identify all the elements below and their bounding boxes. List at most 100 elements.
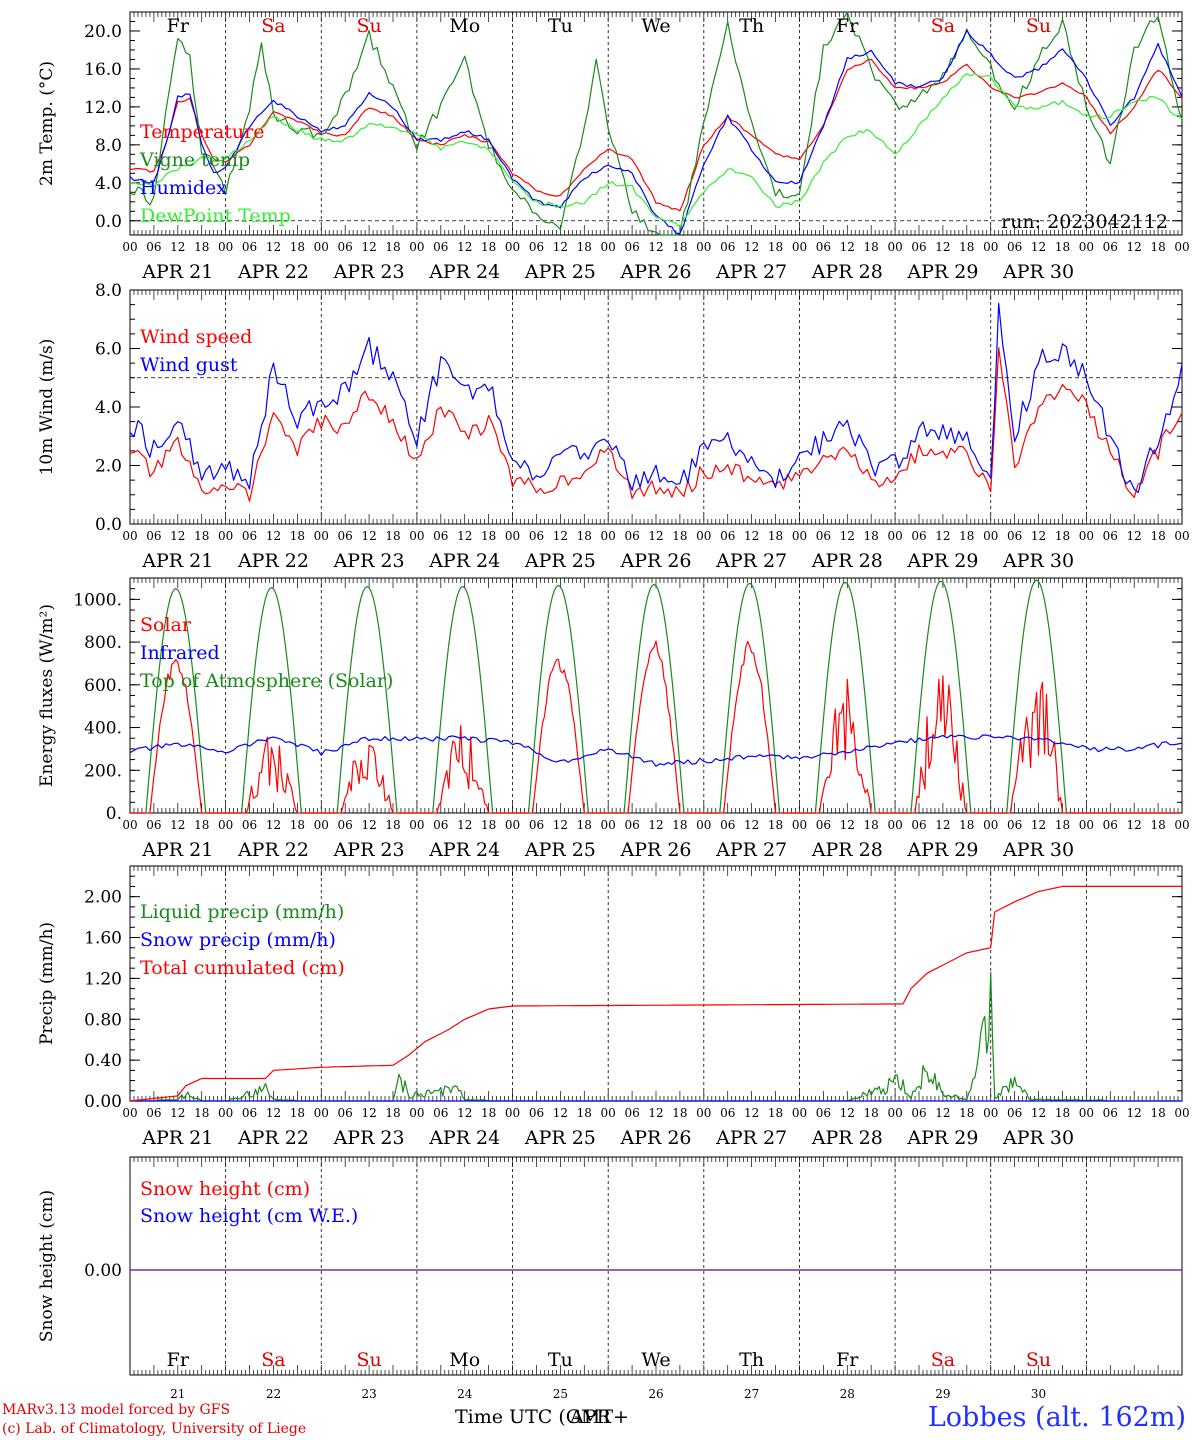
hour-tick-label: 00 bbox=[409, 529, 424, 543]
hour-tick-label: 18 bbox=[864, 240, 879, 254]
hour-tick-label: 12 bbox=[840, 240, 855, 254]
hour-tick-label: 00 bbox=[792, 818, 807, 832]
weekday-label: Fr bbox=[836, 1349, 859, 1371]
hour-tick-label: 06 bbox=[1007, 1106, 1022, 1120]
date-label: APR 28 bbox=[811, 550, 883, 572]
weekday-label: Su bbox=[356, 15, 381, 37]
hour-tick-label: 00 bbox=[314, 240, 329, 254]
hour-tick-label: 06 bbox=[816, 818, 831, 832]
hour-tick-label: 12 bbox=[744, 818, 759, 832]
hour-tick-label: 12 bbox=[744, 529, 759, 543]
hour-tick-label: 06 bbox=[529, 240, 544, 254]
hour-tick-label: 12 bbox=[361, 818, 376, 832]
day-number-label: 21 bbox=[170, 1387, 185, 1401]
weekday-label: Su bbox=[1026, 15, 1051, 37]
hour-tick-label: 00 bbox=[409, 240, 424, 254]
hour-tick-label: 00 bbox=[792, 240, 807, 254]
hour-tick-label: 12 bbox=[266, 818, 281, 832]
weekday-label: Su bbox=[1026, 1349, 1051, 1371]
weekday-label: Sa bbox=[261, 1349, 285, 1371]
hour-tick-label: 06 bbox=[529, 529, 544, 543]
hour-tick-label: 18 bbox=[385, 240, 400, 254]
date-label: APR 23 bbox=[333, 839, 405, 861]
series-wind-speed-line bbox=[129, 347, 1183, 502]
hour-tick-label: 12 bbox=[170, 240, 185, 254]
hour-tick-label: 12 bbox=[266, 240, 281, 254]
hour-tick-label: 12 bbox=[457, 240, 472, 254]
hour-tick-label: 06 bbox=[816, 1106, 831, 1120]
hour-tick-label: 12 bbox=[935, 240, 950, 254]
date-label: APR 26 bbox=[619, 1127, 691, 1149]
y-tick-label: 16.0 bbox=[84, 60, 122, 80]
hour-tick-label: 18 bbox=[672, 240, 687, 254]
day-number-label: 22 bbox=[266, 1387, 281, 1401]
hour-tick-label: 00 bbox=[887, 818, 902, 832]
y-tick-label: 200. bbox=[84, 761, 122, 781]
hour-tick-label: 12 bbox=[840, 1106, 855, 1120]
y-tick-label: 0. bbox=[106, 804, 122, 824]
hour-tick-label: 18 bbox=[1055, 529, 1070, 543]
date-label: APR 24 bbox=[428, 1127, 500, 1149]
legend-wind-gust: Wind gust bbox=[140, 354, 238, 376]
date-label: APR 25 bbox=[524, 1127, 596, 1149]
hour-tick-label: 06 bbox=[720, 1106, 735, 1120]
hour-tick-label: 00 bbox=[1174, 240, 1189, 254]
hour-tick-label: 00 bbox=[983, 1106, 998, 1120]
hour-tick-label: 06 bbox=[146, 240, 161, 254]
weekday-label: Sa bbox=[931, 1349, 955, 1371]
weekday-label: We bbox=[641, 15, 670, 37]
hour-tick-label: 00 bbox=[887, 1106, 902, 1120]
hour-tick-label: 00 bbox=[122, 1106, 137, 1120]
y-axis-label: Energy fluxes (W/m²) bbox=[37, 604, 57, 787]
y-tick-label: 20.0 bbox=[84, 22, 122, 42]
hour-tick-label: 00 bbox=[983, 818, 998, 832]
hour-tick-label: 12 bbox=[457, 818, 472, 832]
hour-tick-label: 00 bbox=[218, 818, 233, 832]
hour-tick-label: 12 bbox=[361, 1106, 376, 1120]
hour-tick-label: 06 bbox=[338, 240, 353, 254]
hour-tick-label: 18 bbox=[577, 818, 592, 832]
hour-tick-label: 00 bbox=[122, 240, 137, 254]
y-tick-label: 8.0 bbox=[95, 281, 122, 301]
hour-tick-label: 06 bbox=[529, 1106, 544, 1120]
hour-tick-label: 06 bbox=[911, 1106, 926, 1120]
day-number-label: 25 bbox=[553, 1387, 568, 1401]
weekday-label: Fr bbox=[167, 1349, 190, 1371]
y-tick-label: 4.0 bbox=[95, 174, 122, 194]
y-tick-label: 8.0 bbox=[95, 136, 122, 156]
hour-tick-label: 18 bbox=[1150, 240, 1165, 254]
hour-tick-label: 18 bbox=[672, 818, 687, 832]
hour-tick-label: 00 bbox=[696, 240, 711, 254]
date-label: APR 29 bbox=[906, 550, 978, 572]
hour-tick-label: 12 bbox=[170, 529, 185, 543]
hour-tick-label: 12 bbox=[553, 240, 568, 254]
hour-tick-label: 18 bbox=[194, 1106, 209, 1120]
hour-tick-label: 18 bbox=[481, 1106, 496, 1120]
hour-tick-label: 18 bbox=[481, 818, 496, 832]
hour-tick-label: 00 bbox=[122, 818, 137, 832]
hour-tick-label: 00 bbox=[218, 529, 233, 543]
date-label: APR 22 bbox=[237, 839, 309, 861]
series-solar-line bbox=[130, 640, 1180, 814]
day-number-label: 24 bbox=[457, 1387, 473, 1401]
series-infrared-line bbox=[129, 734, 1183, 767]
hour-tick-label: 18 bbox=[959, 818, 974, 832]
hour-tick-label: 06 bbox=[433, 529, 448, 543]
hour-tick-label: 00 bbox=[1174, 529, 1189, 543]
hour-tick-label: 06 bbox=[1007, 240, 1022, 254]
hour-tick-label: 18 bbox=[768, 529, 783, 543]
hour-tick-label: 18 bbox=[385, 818, 400, 832]
y-axis-label: Precip (mm/h) bbox=[37, 922, 57, 1045]
series-liquid-precip-line bbox=[130, 971, 1182, 1102]
y-tick-label: 2.0 bbox=[95, 457, 122, 477]
series-wind-gust-line bbox=[129, 302, 1183, 494]
y-tick-label: 0.40 bbox=[84, 1051, 122, 1071]
series-temperature-line bbox=[129, 58, 1183, 212]
series-dewpoint-temp-line bbox=[129, 72, 1183, 228]
hour-tick-label: 18 bbox=[672, 529, 687, 543]
hour-tick-label: 18 bbox=[864, 1106, 879, 1120]
hour-tick-label: 12 bbox=[935, 818, 950, 832]
date-label: APR 21 bbox=[141, 261, 213, 283]
hour-tick-label: 18 bbox=[577, 529, 592, 543]
hour-tick-label: 18 bbox=[768, 1106, 783, 1120]
